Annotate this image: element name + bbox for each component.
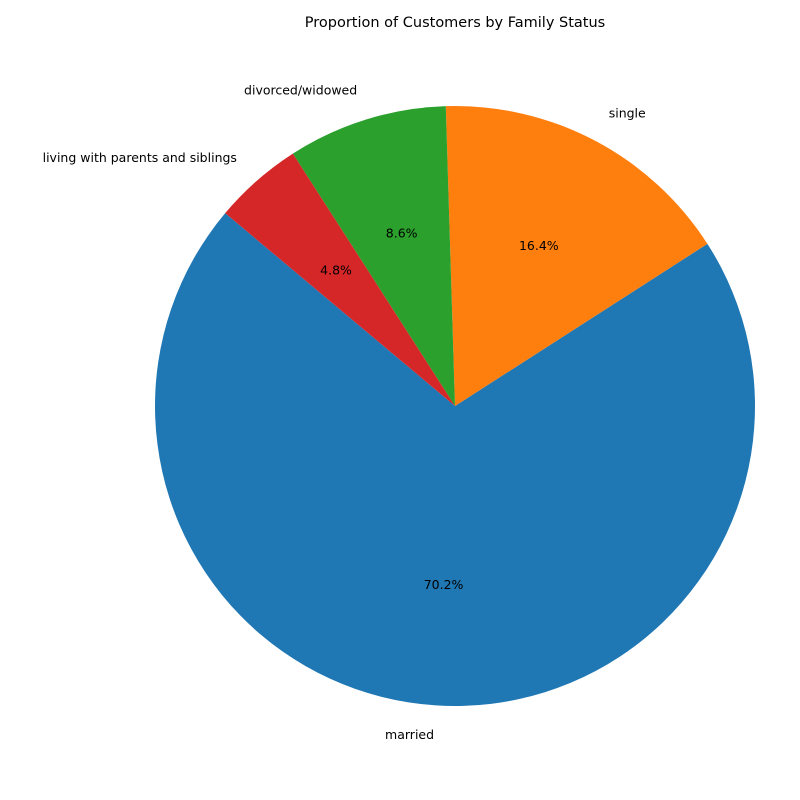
percent-label-1: 16.4% <box>519 238 559 253</box>
pie-slice-1 <box>445 105 708 406</box>
percent-label-2: 8.6% <box>386 226 418 241</box>
percent-label-0: 70.2% <box>424 577 464 592</box>
pie-slices <box>154 105 755 707</box>
slice-label-1: single <box>609 105 646 120</box>
slice-label-0: married <box>385 727 434 742</box>
chart-title: Proportion of Customers by Family Status <box>305 15 605 31</box>
slice-label-3: living with parents and siblings <box>43 150 237 165</box>
percent-labels: 70.2% 16.4% 8.6% 4.8% <box>320 226 559 593</box>
pie-slice-3 <box>225 153 455 406</box>
percent-label-3: 4.8% <box>320 262 352 277</box>
slice-label-2: divorced/widowed <box>244 82 357 97</box>
pie-slice-2 <box>292 106 455 406</box>
pie-slice-0 <box>154 213 755 707</box>
slice-labels: married single divorced/widowed living with… <box>43 82 646 742</box>
